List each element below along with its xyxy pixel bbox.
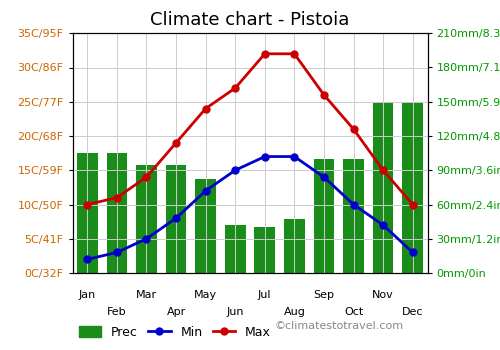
Text: May: May <box>194 290 217 300</box>
Bar <box>373 102 394 273</box>
Bar <box>402 102 423 273</box>
Text: Jul: Jul <box>258 290 272 300</box>
Text: Oct: Oct <box>344 307 363 316</box>
Bar <box>225 225 246 273</box>
Text: ©climatestotravel.com: ©climatestotravel.com <box>275 321 404 331</box>
Title: Climate chart - Pistoia: Climate chart - Pistoia <box>150 11 350 29</box>
Bar <box>284 219 304 273</box>
Text: Sep: Sep <box>314 290 334 300</box>
Bar <box>343 159 364 273</box>
Text: Nov: Nov <box>372 290 394 300</box>
Text: Aug: Aug <box>284 307 306 316</box>
Text: Apr: Apr <box>166 307 186 316</box>
Text: Feb: Feb <box>107 307 126 316</box>
Bar <box>166 164 186 273</box>
Text: Jun: Jun <box>226 307 244 316</box>
Bar <box>196 180 216 273</box>
Bar <box>136 164 157 273</box>
Text: Dec: Dec <box>402 307 423 316</box>
Bar <box>77 153 98 273</box>
Bar <box>254 228 275 273</box>
Text: Mar: Mar <box>136 290 157 300</box>
Bar <box>314 159 334 273</box>
Bar <box>106 153 127 273</box>
Text: Jan: Jan <box>78 290 96 300</box>
Legend: Prec, Min, Max: Prec, Min, Max <box>79 326 271 339</box>
